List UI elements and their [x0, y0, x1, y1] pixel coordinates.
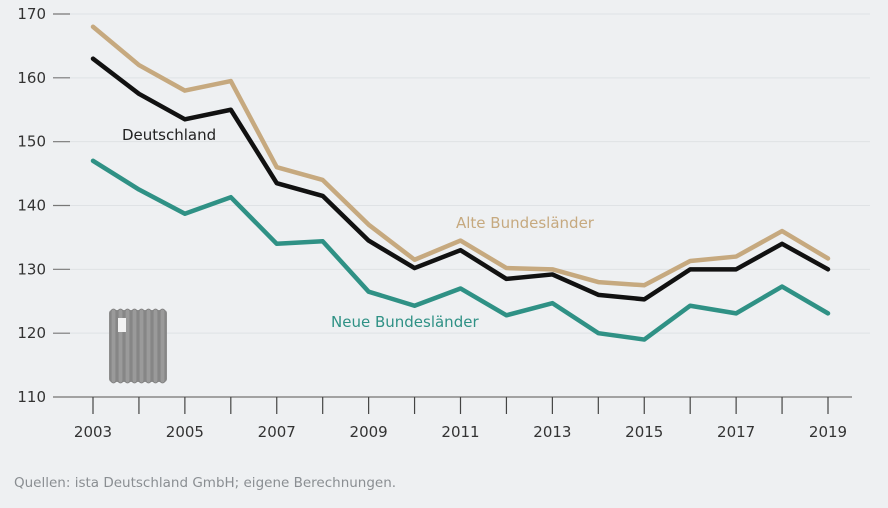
radiator-fin [159, 308, 166, 384]
x-tick-label: 2011 [441, 423, 479, 441]
radiator-icon [109, 308, 167, 384]
y-tick-label: 110 [17, 388, 46, 406]
radiator-fin [110, 308, 117, 384]
series-line-neue-bundesl-nder [90, 158, 831, 342]
series-line-alte-bundesl-nder [90, 24, 831, 288]
x-tick-label: 2005 [166, 423, 204, 441]
radiator-fin [145, 308, 152, 384]
y-tick-label: 150 [17, 133, 46, 151]
radiator-fin [124, 308, 131, 384]
y-tick-label: 130 [17, 260, 46, 278]
y-tick-label: 140 [17, 197, 46, 215]
radiator-fin [152, 308, 159, 384]
x-tick-label: 2019 [809, 423, 847, 441]
y-tick-label: 170 [17, 5, 46, 23]
source-note: Quellen: ista Deutschland GmbH; eigene B… [14, 475, 396, 491]
x-tick-label: 2009 [350, 423, 388, 441]
x-tick-label: 2015 [625, 423, 663, 441]
y-tick-label: 120 [17, 324, 46, 342]
series-label-neue: Neue Bundesländer [331, 313, 479, 331]
series-label-alte: Alte Bundesländer [456, 214, 595, 232]
y-tick-label: 160 [17, 69, 46, 87]
radiator-fin [138, 308, 145, 384]
x-tick-label: 2007 [258, 423, 296, 441]
radiator-fin [131, 308, 138, 384]
x-tick-label: 2013 [533, 423, 571, 441]
series-label-deutschland: Deutschland [122, 126, 216, 144]
x-tick-label: 2003 [74, 423, 112, 441]
x-tick-label: 2017 [717, 423, 755, 441]
series-line-deutschland [90, 56, 831, 302]
